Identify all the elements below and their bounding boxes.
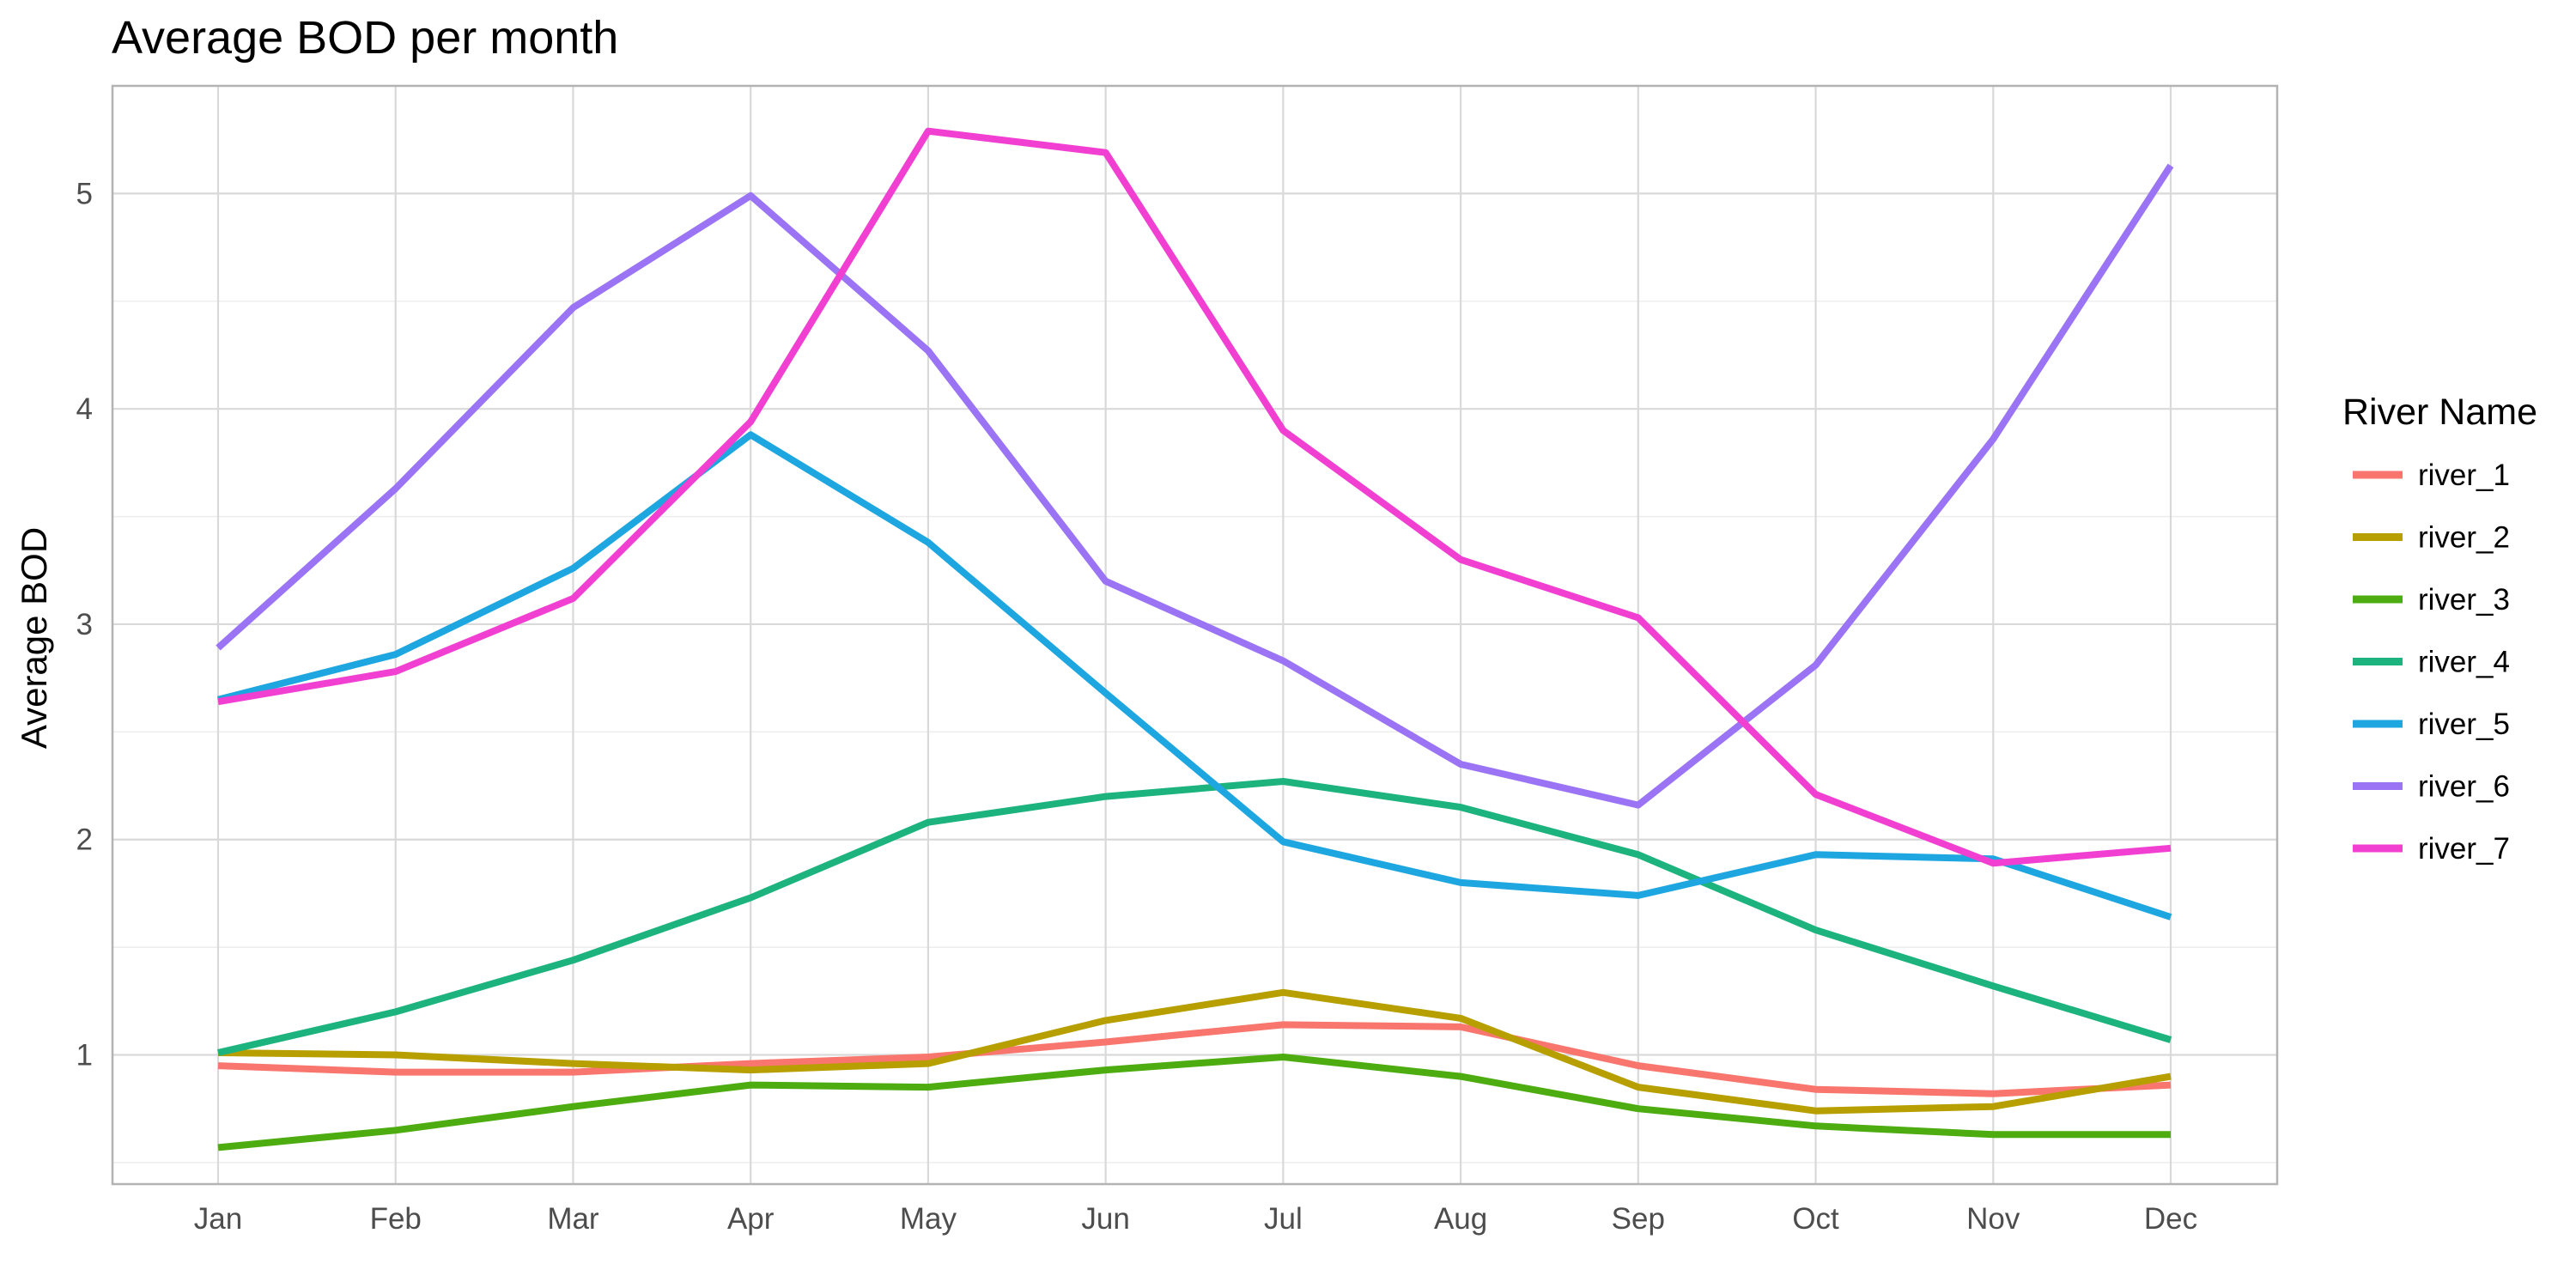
y-tick-label: 3 xyxy=(76,608,93,641)
x-tick-label: Apr xyxy=(727,1202,775,1236)
legend: River Name river_1river_2river_3river_4r… xyxy=(2342,392,2537,866)
legend-title: River Name xyxy=(2342,392,2537,433)
x-tick-label: Feb xyxy=(370,1202,422,1236)
x-tick-label: May xyxy=(900,1202,957,1236)
legend-items: river_1 river_2 river_3 river_4 river_5river… xyxy=(2353,459,2510,866)
series-line-river_7 xyxy=(217,127,2172,867)
x-tick-label: Oct xyxy=(1792,1202,1839,1236)
x-tick-label: Jun xyxy=(1081,1202,1129,1236)
x-tick-label: Nov xyxy=(1966,1202,2020,1236)
series-line-river_6 xyxy=(216,163,2174,809)
major-gridlines xyxy=(112,86,2277,1184)
x-tick-label: Dec xyxy=(2144,1202,2197,1236)
x-axis-tick-labels: Jan Feb Mar Apr May Jun Jul Aug Sep Oct Nov Dec xyxy=(194,1202,2197,1236)
x-tick-label: Jan xyxy=(194,1202,242,1236)
y-tick-label: 2 xyxy=(76,823,93,857)
x-tick-label: Sep xyxy=(1612,1202,1665,1236)
series-line-river_3 xyxy=(217,1054,2171,1151)
legend-label-river_7: river_7 xyxy=(2418,832,2510,866)
legend-label-river_1: river_1 xyxy=(2418,459,2510,492)
minor-gridlines xyxy=(112,301,2277,1163)
series-lines xyxy=(216,127,2174,1151)
series-line-river_5 xyxy=(217,431,2172,920)
legend-label-river_2: river_2 xyxy=(2418,521,2510,555)
chart-title: Average BOD per month xyxy=(112,12,618,64)
x-tick-label: Jul xyxy=(1264,1202,1303,1236)
legend-label-river_3: river_3 xyxy=(2418,583,2510,617)
y-tick-label: 1 xyxy=(76,1039,93,1072)
plot-panel-border xyxy=(111,84,2279,1186)
series-line-river_2 xyxy=(217,988,2172,1115)
y-tick-label: 5 xyxy=(76,177,93,210)
y-axis-title: Average BOD xyxy=(14,527,54,749)
legend-label-river_6: river_6 xyxy=(2418,770,2510,804)
y-axis-tick-labels: 1 2 3 4 5 xyxy=(76,177,93,1072)
y-tick-label: 4 xyxy=(76,392,93,426)
legend-label-river_5: river_5 xyxy=(2418,708,2510,741)
x-tick-label: Mar xyxy=(547,1202,599,1236)
series-line-river_4 xyxy=(217,778,2172,1056)
series-line-river_1 xyxy=(217,1021,2172,1097)
x-tick-label: Aug xyxy=(1434,1202,1487,1236)
legend-label-river_4: river_4 xyxy=(2418,646,2510,679)
